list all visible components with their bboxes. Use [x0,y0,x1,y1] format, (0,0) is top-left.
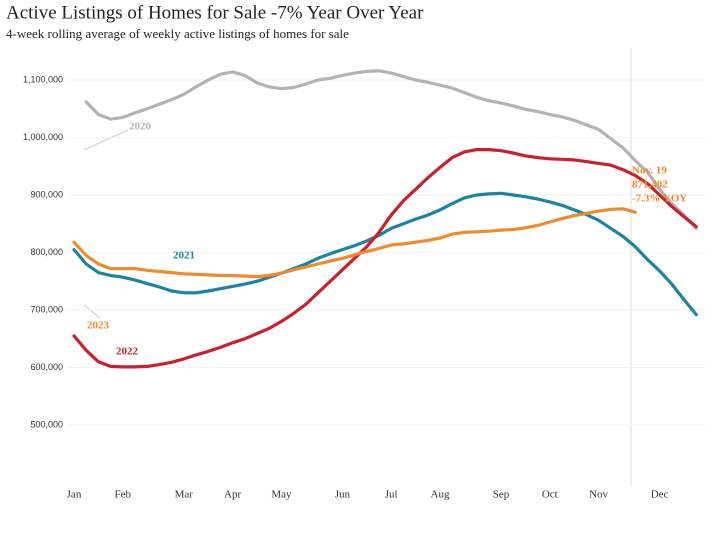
y-tick-label: 700,000 [30,304,63,314]
x-tick-label: Nov [589,489,608,501]
x-tick-label: Jul [385,489,398,501]
chart-subtitle: 4-week rolling average of weekly active … [6,26,349,41]
legend-label: 2020 [129,121,152,133]
x-tick-label: Dec [651,489,669,501]
series-line [72,191,698,317]
y-tick-label: 1,100,000 [23,74,63,84]
y-tick-label: 900,000 [30,189,63,199]
x-tick-label: Sep [493,489,510,501]
y-tick-label: 800,000 [30,247,63,257]
legend-label: 2022 [116,346,139,358]
series-line [84,69,698,230]
y-tick-label: 1,000,000 [23,132,63,142]
y-tick-label: 500,000 [30,419,63,429]
leader-line [83,304,101,319]
x-tick-label: Jun [335,489,351,501]
legend-label: 2023 [87,320,110,332]
annotation: Nov. 19 [632,165,667,177]
series-line [72,148,698,369]
x-tick-label: Jan [67,489,82,501]
x-tick-label: Mar [175,489,194,501]
chart-title: Active Listings of Homes for Sale -7% Ye… [6,2,424,23]
x-tick-label: Aug [431,489,450,501]
x-tick-label: Apr [224,489,241,501]
leader-line [83,129,129,151]
legend-label: 2021 [173,250,195,262]
y-tick-label: 600,000 [30,362,63,372]
annotation: 871,402 [632,179,668,191]
annotation: -7.3% YOY [632,193,687,205]
series-line [72,207,637,279]
x-tick-label: Oct [542,489,558,501]
x-tick-label: May [271,489,292,501]
x-tick-label: Feb [115,489,132,501]
